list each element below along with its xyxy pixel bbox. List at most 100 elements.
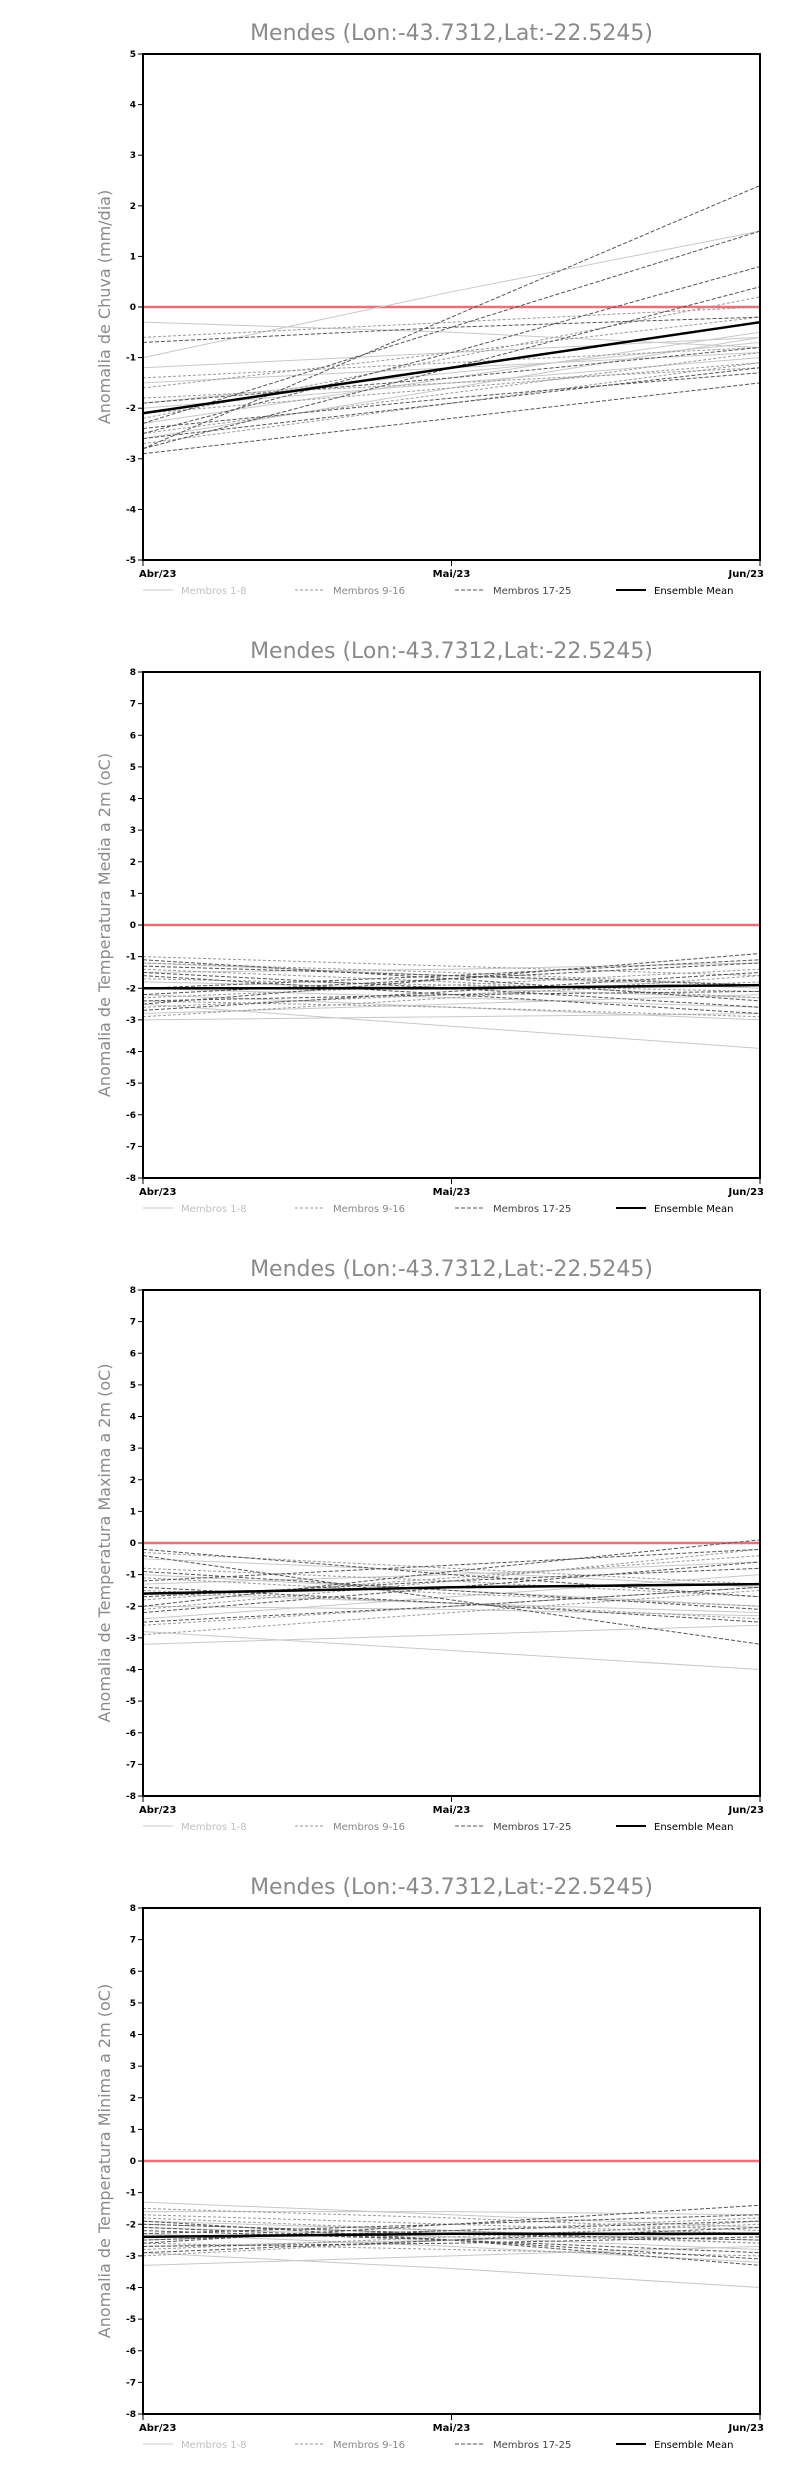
member-line-group-1 bbox=[142, 1605, 761, 1617]
member-line-group-2 bbox=[142, 362, 761, 414]
y-tick-label: 5 bbox=[130, 50, 136, 60]
y-tick-label: -3 bbox=[126, 2252, 136, 2262]
legend-label: Membros 9-16 bbox=[333, 1822, 405, 1833]
member-line-group-3 bbox=[142, 990, 761, 1002]
x-tick-label: Abr/23 bbox=[139, 569, 176, 580]
member-line-group-2 bbox=[142, 975, 761, 1018]
member-line-group-2 bbox=[142, 1000, 761, 1018]
legend-label: Ensemble Mean bbox=[654, 2440, 733, 2451]
member-line-group-3 bbox=[142, 346, 761, 404]
plot-frame bbox=[142, 53, 761, 561]
chart-2: Mendes (Lon:-43.7312,Lat:-22.5245) Anomal… bbox=[95, 639, 764, 1215]
y-tick-label: 0 bbox=[130, 921, 136, 931]
member-line-group-2 bbox=[142, 956, 761, 977]
y-tick-label: 5 bbox=[130, 1999, 136, 2009]
y-tick-label: 1 bbox=[130, 889, 136, 899]
member-line-group-2 bbox=[142, 2220, 761, 2257]
member-line-group-3 bbox=[142, 1586, 761, 1623]
member-line-group-3 bbox=[142, 959, 761, 989]
member-line-group-2 bbox=[142, 1586, 761, 1626]
y-tick-label: -5 bbox=[126, 2315, 136, 2325]
member-line-group-2 bbox=[142, 306, 761, 338]
member-line-group-1 bbox=[142, 1574, 761, 1620]
member-line-group-3 bbox=[142, 1539, 761, 1607]
member-line-group-2 bbox=[142, 2207, 761, 2232]
y-tick-label: 4 bbox=[130, 2031, 136, 2041]
chart-title: Mendes (Lon:-43.7312,Lat:-22.5245) bbox=[250, 1875, 653, 1900]
y-tick-label: 2 bbox=[130, 1476, 136, 1486]
y-tick-label: 5 bbox=[130, 763, 136, 773]
member-line-group-2 bbox=[142, 968, 761, 999]
member-line-group-1 bbox=[142, 336, 761, 440]
y-tick-label: -8 bbox=[126, 1792, 136, 1802]
y-tick-label: 1 bbox=[130, 2125, 136, 2135]
plot-frame bbox=[142, 671, 761, 1179]
member-line-group-2 bbox=[142, 1567, 761, 1598]
x-tick-label: Mai/23 bbox=[433, 1805, 471, 1816]
y-tick-label: 7 bbox=[130, 700, 136, 710]
legend-label: Ensemble Mean bbox=[654, 586, 733, 597]
chart-panel-4: Mendes (Lon:-43.7312,Lat:-22.5245) Anomal… bbox=[0, 1854, 800, 2472]
y-tick-label: 4 bbox=[130, 1413, 136, 1423]
member-line-group-3 bbox=[142, 266, 761, 434]
y-tick-label: -5 bbox=[126, 1697, 136, 1707]
member-line-group-3 bbox=[142, 2236, 761, 2247]
member-line-group-1 bbox=[142, 230, 761, 359]
member-line-group-1 bbox=[142, 1013, 761, 1021]
x-tick-label: Jun/23 bbox=[727, 1187, 764, 1198]
legend-label: Membros 1-8 bbox=[181, 586, 247, 597]
legend-label: Ensemble Mean bbox=[654, 1822, 733, 1833]
member-line-group-3 bbox=[142, 316, 761, 343]
y-tick-label: 6 bbox=[130, 1967, 136, 1977]
member-line-group-3 bbox=[142, 367, 761, 440]
y-tick-label: 5 bbox=[130, 1381, 136, 1391]
member-line-group-2 bbox=[142, 2214, 761, 2235]
x-tick-label: Abr/23 bbox=[139, 1187, 176, 1198]
ensemble-mean-line bbox=[143, 983, 761, 990]
x-tick-label: Mai/23 bbox=[433, 1187, 471, 1198]
legend-label: Membros 1-8 bbox=[181, 1822, 247, 1833]
y-tick-label: -2 bbox=[126, 404, 136, 414]
member-line-group-3 bbox=[142, 382, 761, 455]
y-tick-label: -8 bbox=[126, 1174, 136, 1184]
member-line-group-1 bbox=[142, 994, 761, 1021]
y-tick-label: 2 bbox=[130, 202, 136, 212]
member-line-group-1 bbox=[142, 1624, 761, 1645]
x-tick-label: Abr/23 bbox=[139, 2423, 176, 2434]
member-line-group-1 bbox=[142, 357, 761, 409]
member-line-group-1 bbox=[142, 1631, 761, 1670]
legend-label: Membros 17-25 bbox=[493, 1822, 571, 1833]
y-tick-label: -2 bbox=[126, 2220, 136, 2230]
y-axis-label: Anomalia de Temperatura Media a 2m (oC) bbox=[95, 753, 114, 1097]
y-tick-label: -1 bbox=[126, 1571, 136, 1581]
y-tick-label: -2 bbox=[126, 1602, 136, 1612]
y-tick-label: -5 bbox=[126, 1079, 136, 1089]
y-tick-label: -7 bbox=[126, 2378, 136, 2388]
member-line-group-2 bbox=[142, 2217, 761, 2244]
y-tick-label: 2 bbox=[130, 858, 136, 868]
y-axis-label: Anomalia de Chuva (mm/dia) bbox=[95, 190, 114, 424]
y-tick-label: -6 bbox=[126, 1111, 136, 1121]
y-tick-label: -4 bbox=[126, 2284, 136, 2294]
y-tick-label: 3 bbox=[130, 1444, 136, 1454]
y-tick-label: -4 bbox=[126, 505, 136, 515]
member-line-group-2 bbox=[142, 362, 761, 445]
member-line-group-2 bbox=[142, 1555, 761, 1601]
y-tick-label: 7 bbox=[130, 1318, 136, 1328]
member-line-group-2 bbox=[142, 1589, 761, 1636]
chart-4: Mendes (Lon:-43.7312,Lat:-22.5245) Anomal… bbox=[95, 1875, 764, 2451]
chart-1: Mendes (Lon:-43.7312,Lat:-22.5245) Anomal… bbox=[95, 21, 764, 597]
member-line-group-2 bbox=[142, 346, 761, 379]
y-tick-label: -1 bbox=[126, 354, 136, 364]
member-line-group-1 bbox=[142, 1003, 761, 1049]
y-axis-label: Anomalia de Temperatura Maxima a 2m (oC) bbox=[95, 1363, 114, 1722]
x-tick-label: Jun/23 bbox=[727, 1805, 764, 1816]
x-tick-label: Mai/23 bbox=[433, 569, 471, 580]
plot-frame bbox=[142, 1289, 761, 1797]
y-tick-label: -3 bbox=[126, 1634, 136, 1644]
y-tick-label: 0 bbox=[130, 2157, 136, 2167]
y-tick-label: -8 bbox=[126, 2410, 136, 2420]
member-line-group-2 bbox=[142, 968, 761, 999]
y-tick-label: -6 bbox=[126, 1729, 136, 1739]
